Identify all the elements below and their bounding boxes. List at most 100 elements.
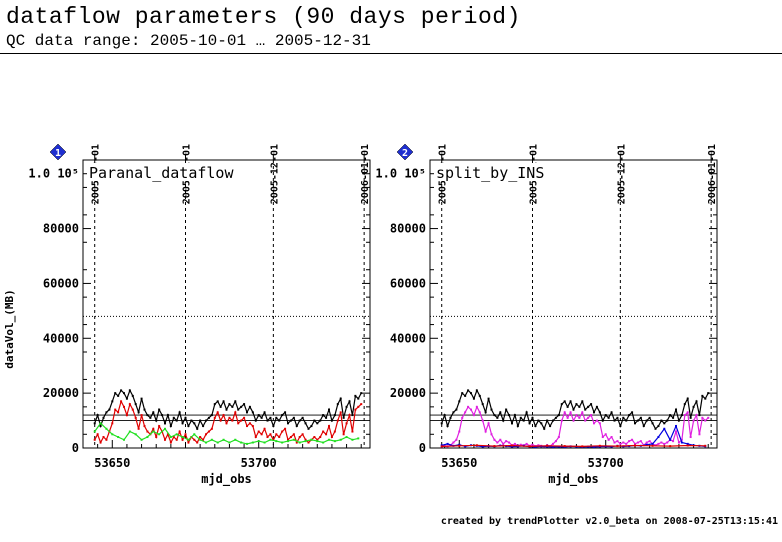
data-point xyxy=(345,422,348,425)
data-point xyxy=(593,411,595,414)
data-point xyxy=(496,416,499,419)
data-point xyxy=(452,441,455,444)
data-point xyxy=(254,419,257,422)
data-point xyxy=(511,445,513,448)
data-point xyxy=(660,441,663,444)
data-point xyxy=(675,430,677,433)
data-point xyxy=(175,419,178,422)
data-point xyxy=(677,419,680,422)
data-point xyxy=(193,422,196,425)
data-point xyxy=(319,419,322,422)
date-tick-label: 2005-12-01 xyxy=(616,144,627,204)
data-point xyxy=(172,416,175,419)
data-point xyxy=(266,419,269,422)
data-point xyxy=(254,436,257,439)
data-point xyxy=(467,389,470,392)
data-point xyxy=(502,442,505,445)
data-point xyxy=(339,438,342,441)
data-point xyxy=(152,427,155,430)
data-point xyxy=(554,416,557,419)
data-point xyxy=(140,414,143,417)
data-point xyxy=(284,427,287,430)
series-line xyxy=(94,422,359,445)
data-point xyxy=(572,419,575,422)
data-point xyxy=(301,416,304,419)
data-point xyxy=(634,442,636,445)
data-point xyxy=(669,438,672,441)
y-tick-label: 60000 xyxy=(43,276,79,290)
data-point xyxy=(298,441,301,444)
data-point xyxy=(360,392,363,395)
data-point xyxy=(216,411,219,414)
data-point xyxy=(140,397,143,400)
data-point xyxy=(357,405,360,408)
data-point xyxy=(663,442,666,445)
y-tick-label: 40000 xyxy=(390,331,426,345)
data-point xyxy=(298,419,301,422)
data-point xyxy=(251,425,254,428)
data-point xyxy=(481,445,484,448)
data-point xyxy=(105,427,108,430)
data-point xyxy=(351,414,354,417)
data-point xyxy=(164,422,166,425)
data-point xyxy=(316,422,319,425)
data-point xyxy=(292,416,295,419)
data-point xyxy=(307,441,310,444)
data-point xyxy=(440,422,443,425)
data-point xyxy=(278,419,281,422)
data-point xyxy=(120,389,123,392)
data-point xyxy=(257,430,260,433)
data-point xyxy=(164,427,166,430)
footer-credit: created by trendPlotter v2.0_beta on 200… xyxy=(440,516,778,527)
data-point xyxy=(472,397,475,400)
data-point xyxy=(639,416,642,419)
data-point xyxy=(595,419,598,422)
data-point xyxy=(531,416,534,419)
data-point xyxy=(666,441,669,444)
y-tick-label: 1.0 10⁵ xyxy=(28,167,79,181)
data-point xyxy=(289,419,292,422)
data-point xyxy=(269,438,272,441)
data-point xyxy=(134,416,137,419)
data-point xyxy=(707,392,710,395)
plot-frame xyxy=(429,159,718,449)
data-point xyxy=(484,411,487,414)
data-point xyxy=(260,433,263,436)
data-point xyxy=(651,422,654,425)
y-tick-label: 40000 xyxy=(43,331,79,345)
data-point xyxy=(628,440,631,443)
data-point xyxy=(325,433,328,436)
data-point xyxy=(534,445,537,448)
data-point xyxy=(210,438,213,441)
data-point xyxy=(636,419,639,422)
panel-label: Paranal_dataflow xyxy=(89,164,234,182)
data-point xyxy=(443,414,446,417)
data-point xyxy=(351,438,354,441)
data-point xyxy=(493,438,496,441)
data-point xyxy=(93,430,96,433)
data-point xyxy=(213,416,216,419)
data-point xyxy=(99,425,102,428)
data-point xyxy=(516,425,519,428)
data-point xyxy=(675,408,677,411)
date-tick-label: 2005-12-01 xyxy=(269,144,280,204)
data-point xyxy=(96,433,99,436)
series-line xyxy=(94,388,362,431)
data-point xyxy=(102,436,105,439)
data-point xyxy=(680,414,683,417)
data-point xyxy=(584,419,587,422)
data-point xyxy=(704,397,707,400)
y-tick-label: 1.0 10⁵ xyxy=(375,167,426,181)
data-point xyxy=(184,433,187,436)
data-point xyxy=(275,416,278,419)
data-point xyxy=(158,425,161,428)
data-point xyxy=(342,433,345,436)
data-point xyxy=(287,422,289,425)
series-line xyxy=(441,405,709,448)
data-point xyxy=(639,440,642,443)
data-point xyxy=(464,394,467,397)
data-point xyxy=(467,405,470,408)
data-point xyxy=(625,419,628,422)
data-point xyxy=(354,408,357,411)
series-1 xyxy=(440,388,710,431)
